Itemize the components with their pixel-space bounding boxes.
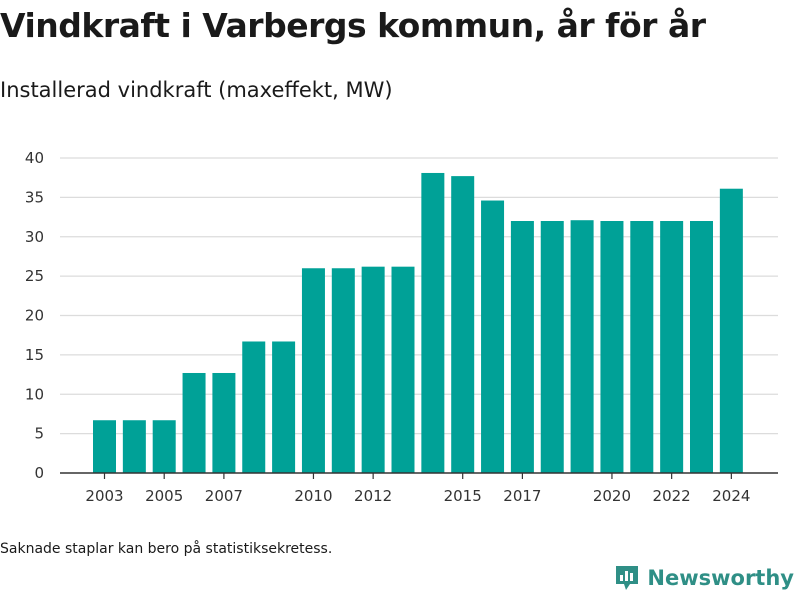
bar-2019 [570,220,594,473]
x-tick-label: 2007 [205,487,243,505]
bar-2006 [182,372,206,473]
y-tick-label: 15 [25,346,44,364]
bar-2023 [690,221,713,473]
bar-2012 [361,266,385,473]
footnote: Saknade staplar kan bero på statistiksek… [0,541,333,557]
bar-chart: 0 5 10 15 20 25 30 35 40 2003 2005 2007 2010 2012 2015… [25,149,778,505]
bar-2016 [481,200,505,473]
y-tick-label: 20 [25,307,44,325]
bar-2013 [391,266,415,473]
y-tick-label: 40 [25,149,44,167]
bar-2015 [451,176,475,474]
x-tick-label: 2024 [712,487,750,505]
x-tick-label: 2022 [653,487,691,505]
y-tick-label: 0 [34,464,44,482]
x-tick-label: 2005 [145,487,183,505]
bar-2010 [301,268,325,473]
bar-2007 [212,372,236,473]
bar-2017 [510,221,534,473]
chart-title: Vindkraft i Varbergs kommun, år för år [0,6,706,45]
x-tick-label: 2017 [503,487,541,505]
y-tick-label: 5 [34,425,44,443]
x-tick-label: 2010 [294,487,332,505]
brand-name: Newsworthy [647,566,794,590]
bar-2005 [152,420,176,473]
x-tick-label: 2003 [85,487,123,505]
y-tick-label: 10 [25,385,44,403]
bar-2020 [600,221,624,473]
y-tick-label: 30 [25,228,44,246]
bar-2004 [122,420,146,473]
bar-2021 [630,221,654,473]
x-tick-label: 2020 [593,487,631,505]
x-tick-label: 2012 [354,487,392,505]
bar-2014 [421,172,445,473]
bar-2003 [93,420,116,473]
bar-2022 [660,221,684,473]
bar-2011 [331,268,355,473]
brand-logo[interactable]: Newsworthy [614,564,794,592]
bar-2024 [719,188,743,473]
bar-2018 [540,221,564,473]
y-tick-label: 25 [25,267,44,285]
bar-2008 [242,341,266,473]
chart-subtitle: Installerad vindkraft (maxeffekt, MW) [0,78,393,102]
y-tick-label: 35 [25,188,44,206]
bar-2009 [272,341,296,473]
x-tick-label: 2015 [444,487,482,505]
bar-chart-logo-icon [616,566,639,590]
